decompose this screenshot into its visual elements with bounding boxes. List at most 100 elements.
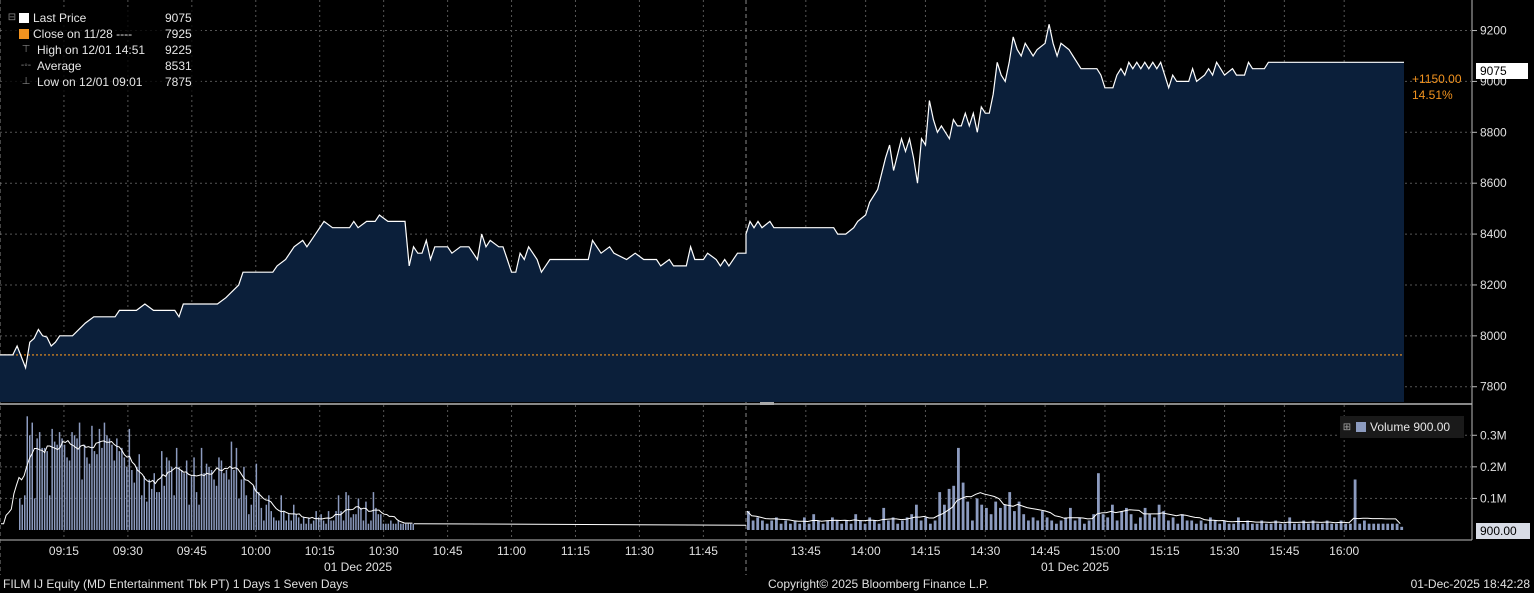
volume-bar: [943, 504, 946, 530]
volume-bar: [1227, 523, 1231, 530]
legend-row-high[interactable]: ⊤ High on 12/01 14:51 9225: [5, 42, 201, 58]
legend-row-close[interactable]: Close on 11/28 ---- 7925: [5, 26, 201, 42]
x-tick-label: 14:30: [970, 544, 1000, 558]
legend-row-low[interactable]: ⊥ Low on 12/01 09:01 7875: [5, 74, 201, 90]
volume-bar: [225, 470, 228, 530]
volume-bar: [835, 520, 839, 530]
volume-bar: [933, 520, 937, 530]
volume-bar: [173, 495, 175, 530]
volume-bar: [1367, 523, 1371, 530]
average-marker-icon: -◦-: [20, 60, 32, 71]
x-tick-label: 14:15: [910, 544, 940, 558]
volume-bar: [305, 523, 307, 530]
volume-bar: [188, 504, 190, 530]
volume-bar: [19, 498, 21, 530]
volume-bar: [854, 514, 858, 530]
volume-bar: [1157, 504, 1161, 530]
x-tick-label: 10:15: [305, 544, 335, 558]
volume-bar: [1349, 523, 1352, 530]
collapse-icon[interactable]: ⊟: [7, 12, 17, 23]
volume-bar: [1321, 523, 1324, 530]
volume-bar: [175, 447, 178, 530]
volume-bar: [101, 447, 103, 530]
volume-legend[interactable]: ⊞ Volume 900.00: [1340, 416, 1464, 438]
volume-bar: [71, 432, 73, 530]
volume-bar: [849, 523, 853, 530]
x-tick-label: 09:15: [49, 544, 79, 558]
x-tick-label: 09:30: [113, 544, 143, 558]
expand-icon[interactable]: ⊞: [1342, 421, 1352, 433]
volume-bar: [1008, 492, 1012, 530]
high-marker-icon: ⊤: [21, 44, 31, 55]
volume-bar: [1279, 523, 1282, 530]
legend-row-average[interactable]: -◦- Average 8531: [5, 58, 201, 74]
volume-bar: [1251, 523, 1254, 530]
volume-bar: [789, 523, 792, 530]
volume-bar: [1213, 520, 1217, 530]
volume-bar: [1073, 520, 1077, 530]
date-label-morning: 01 Dec 2025: [324, 560, 392, 574]
volume-bar: [163, 485, 165, 530]
volume-bar: [877, 523, 881, 530]
legend-row-last-price[interactable]: ⊟ Last Price 9075: [5, 10, 201, 26]
x-tick-label: 09:45: [177, 544, 207, 558]
volume-bar: [367, 523, 370, 530]
volume-bar: [24, 495, 26, 530]
volume-bar: [113, 460, 116, 530]
footer-copyright: Copyright© 2025 Bloomberg Finance L.P.: [768, 577, 989, 591]
volume-bar: [317, 517, 320, 530]
volume-bar: [198, 504, 200, 530]
volume-bar: [831, 517, 834, 530]
volume-bar: [297, 517, 300, 530]
volume-bar: [1120, 511, 1124, 530]
volume-bar: [51, 428, 53, 530]
volume-bar: [845, 520, 848, 530]
volume-bar: [76, 438, 78, 530]
volume-bar: [131, 470, 133, 530]
volume-bar: [1204, 523, 1208, 530]
volume-bar: [357, 498, 360, 530]
x-tick-label: 11:00: [497, 544, 526, 558]
volume-bar: [200, 447, 203, 530]
volume-bar: [1003, 504, 1007, 530]
volume-bar: [1069, 507, 1072, 530]
volume-bar: [293, 504, 295, 530]
volume-bar: [315, 511, 317, 530]
volume-bar: [1101, 514, 1105, 530]
volume-bar: [347, 495, 350, 530]
volume-bar: [1246, 520, 1250, 530]
volume-bar: [223, 473, 225, 530]
volume-bar: [280, 495, 282, 530]
volume-bar: [1400, 526, 1404, 530]
volume-bar: [123, 457, 126, 530]
volume-bar: [285, 520, 287, 530]
volume-bar: [133, 482, 136, 530]
volume-bar: [1395, 523, 1399, 530]
volume-bar: [882, 507, 886, 530]
volume-bar: [961, 482, 965, 530]
volume-bar: [230, 441, 233, 530]
volume-bar: [1171, 517, 1175, 530]
last-price-tag: 9075: [1476, 63, 1528, 79]
volume-bar: [1013, 511, 1016, 530]
footer-security: FILM IJ Equity (MD Entertainment Tbk PT)…: [3, 577, 349, 591]
volume-bar: [751, 520, 755, 530]
volume-bar: [1199, 520, 1203, 530]
volume-bar: [300, 523, 302, 530]
volume-bar: [896, 523, 900, 530]
volume-bar: [1111, 504, 1114, 530]
volume-bar: [821, 523, 825, 530]
x-tick-label: 10:45: [433, 544, 463, 558]
volume-bar: [1087, 520, 1091, 530]
volume-bar: [1358, 523, 1362, 530]
volume-legend-label: Volume: [1370, 420, 1411, 434]
volume-bar: [283, 511, 285, 530]
volume-bar: [1288, 517, 1292, 530]
volume-bar: [1265, 523, 1268, 530]
volume-bar: [1255, 523, 1259, 530]
volume-bar: [245, 495, 248, 530]
volume-bar: [116, 438, 118, 530]
volume-bar: [905, 517, 909, 530]
x-tick-label: 11:15: [561, 544, 590, 558]
volume-bar: [332, 520, 335, 530]
